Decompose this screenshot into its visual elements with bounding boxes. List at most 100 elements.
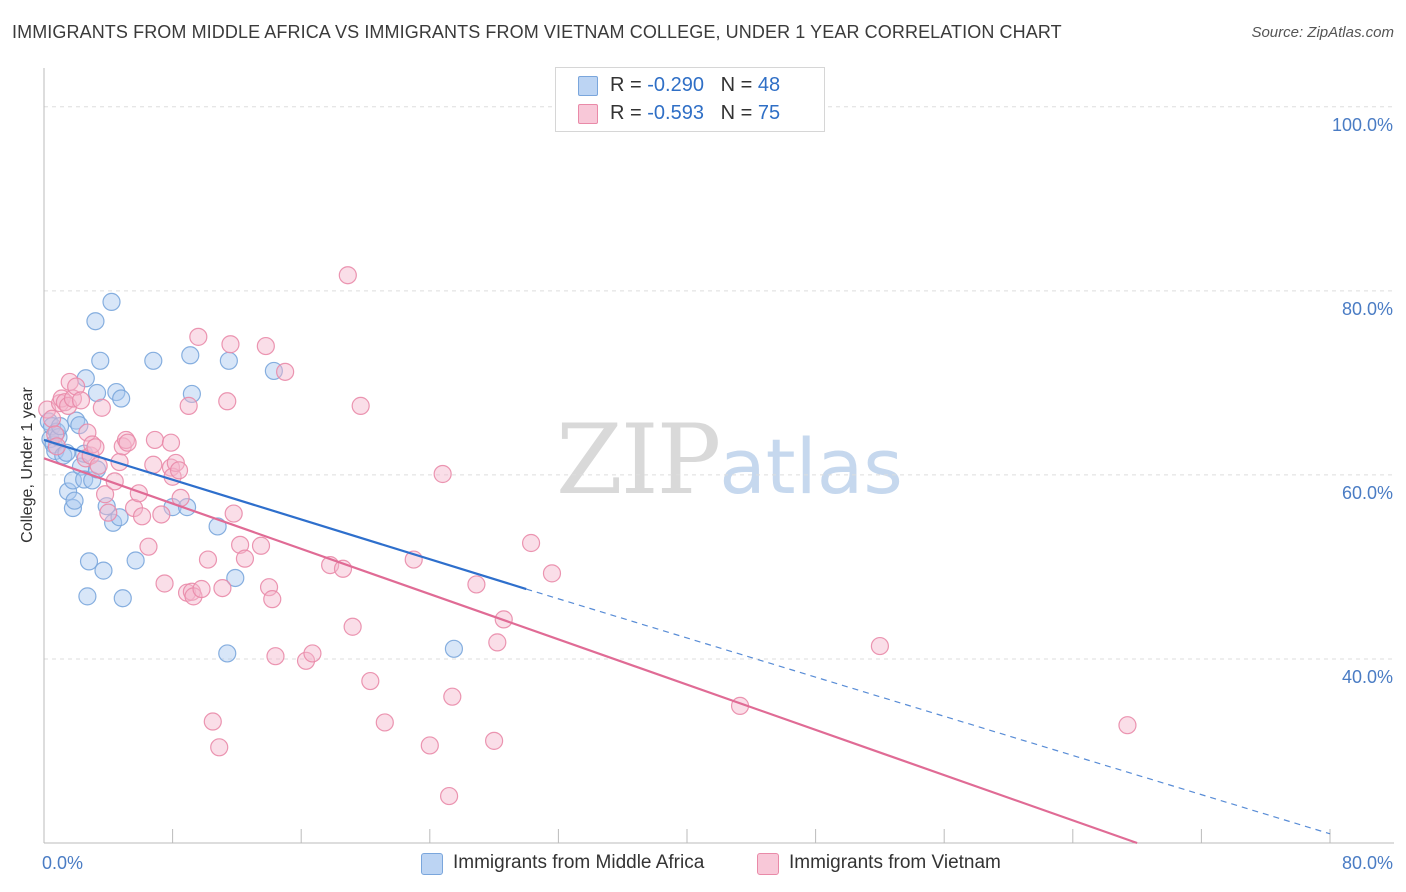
chart-title: IMMIGRANTS FROM MIDDLE AFRICA VS IMMIGRA… [12, 22, 1062, 42]
legend-n-label: N = [720, 102, 758, 124]
legend-n-label: N = [720, 74, 758, 96]
point-vietnam [256, 336, 275, 356]
point-vietnam [189, 327, 208, 346]
correlation-legend: R = -0.290 N = 48 R = -0.593 N = 75 [555, 67, 825, 132]
point-vietnam [145, 430, 165, 450]
point-vietnam [144, 455, 163, 474]
point-vietnam [338, 266, 357, 285]
bottom-legend-swatch-pink [757, 853, 779, 875]
point-vietnam [92, 398, 111, 417]
point-middle-africa [110, 508, 129, 527]
point-vietnam [161, 433, 181, 452]
series-vietnam-points [38, 266, 1137, 806]
legend-r-value: -0.593 [647, 102, 704, 124]
point-vietnam [443, 687, 462, 706]
point-middle-africa [59, 482, 78, 501]
point-vietnam [343, 617, 362, 636]
point-middle-africa [63, 498, 83, 518]
point-vietnam [251, 536, 271, 555]
point-middle-africa [144, 351, 163, 370]
point-vietnam [221, 335, 240, 354]
point-vietnam [169, 461, 189, 480]
point-middle-africa [208, 517, 227, 536]
point-middle-africa [219, 351, 238, 370]
point-vietnam [231, 535, 250, 554]
point-vietnam [296, 651, 316, 670]
point-vietnam [375, 713, 394, 732]
point-middle-africa [444, 639, 464, 658]
point-vietnam [1118, 716, 1137, 735]
source-label: Source: ZipAtlas.com [1251, 24, 1394, 41]
bottom-legend-label-middle-africa: Immigrants from Middle Africa [453, 852, 705, 873]
point-vietnam [95, 485, 115, 504]
bottom-legend-label-vietnam: Immigrants from Vietnam [789, 852, 1001, 873]
point-vietnam [118, 433, 137, 452]
series-middle-africa-points [39, 292, 464, 663]
point-vietnam [485, 731, 504, 750]
point-vietnam [439, 786, 459, 806]
point-vietnam [152, 505, 171, 524]
point-vietnam [276, 362, 295, 381]
point-vietnam [542, 564, 562, 583]
y-axis-label: College, Under 1 year [19, 387, 36, 543]
legend-r-label: R = [610, 102, 648, 124]
point-vietnam [870, 636, 890, 656]
legend-text-vietnam: R = -0.593 N = 75 [610, 102, 780, 125]
point-middle-africa [86, 312, 105, 331]
point-vietnam [132, 507, 152, 526]
legend-n-value: 75 [757, 102, 781, 124]
legend-r-label: R = [610, 74, 648, 96]
axes [43, 68, 1394, 844]
point-vietnam [263, 590, 282, 609]
point-vietnam [78, 423, 97, 442]
point-vietnam [521, 533, 541, 553]
legend-swatch-blue [578, 76, 598, 96]
point-middle-africa [112, 389, 131, 408]
point-middle-africa [113, 589, 132, 608]
point-middle-africa [87, 383, 107, 403]
bottom-legend-swatch-blue [421, 853, 443, 875]
point-vietnam [259, 578, 279, 597]
point-middle-africa [94, 561, 113, 580]
point-middle-africa [91, 351, 110, 370]
watermark: ZIPatlas [556, 404, 903, 516]
y-tick-label: 60.0% [1342, 483, 1393, 503]
point-vietnam [351, 396, 370, 415]
point-vietnam [179, 396, 198, 415]
point-vietnam [213, 578, 232, 598]
trendline-vietnam [43, 457, 1138, 845]
watermark-atlas: atlas [719, 422, 903, 511]
watermark-zip: ZIP [556, 404, 721, 516]
trendlines [43, 438, 1331, 845]
y-tick-label: 80.0% [1342, 299, 1393, 319]
y-tick-label: 100.0% [1332, 115, 1393, 135]
trendline-middle-africa-extension [526, 588, 1331, 835]
point-vietnam [467, 575, 486, 594]
point-vietnam [198, 550, 218, 569]
grid [44, 106, 1394, 660]
point-vietnam [433, 464, 452, 484]
point-vietnam [192, 579, 211, 599]
point-vietnam [71, 391, 91, 410]
point-middle-africa [218, 644, 237, 663]
point-middle-africa [102, 292, 121, 311]
point-middle-africa [126, 551, 145, 570]
y-tick-label: 40.0% [1342, 667, 1393, 687]
tick-labels: 40.0% 60.0% 80.0% 100.0% 0.0% 80.0% [42, 115, 1393, 873]
legend-n-value: 48 [757, 74, 781, 96]
point-vietnam [361, 671, 380, 691]
point-vietnam [235, 549, 255, 568]
point-middle-africa [182, 384, 201, 404]
point-vietnam [224, 504, 243, 523]
point-middle-africa [65, 491, 84, 510]
point-vietnam [155, 574, 174, 593]
point-vietnam [266, 647, 285, 666]
point-middle-africa [78, 587, 97, 606]
point-vietnam [116, 430, 136, 450]
x-tick-label: 0.0% [42, 853, 83, 873]
point-vietnam [203, 712, 222, 731]
point-vietnam [67, 377, 86, 396]
point-vietnam [42, 409, 62, 428]
legend-r-value: -0.290 [647, 74, 704, 96]
